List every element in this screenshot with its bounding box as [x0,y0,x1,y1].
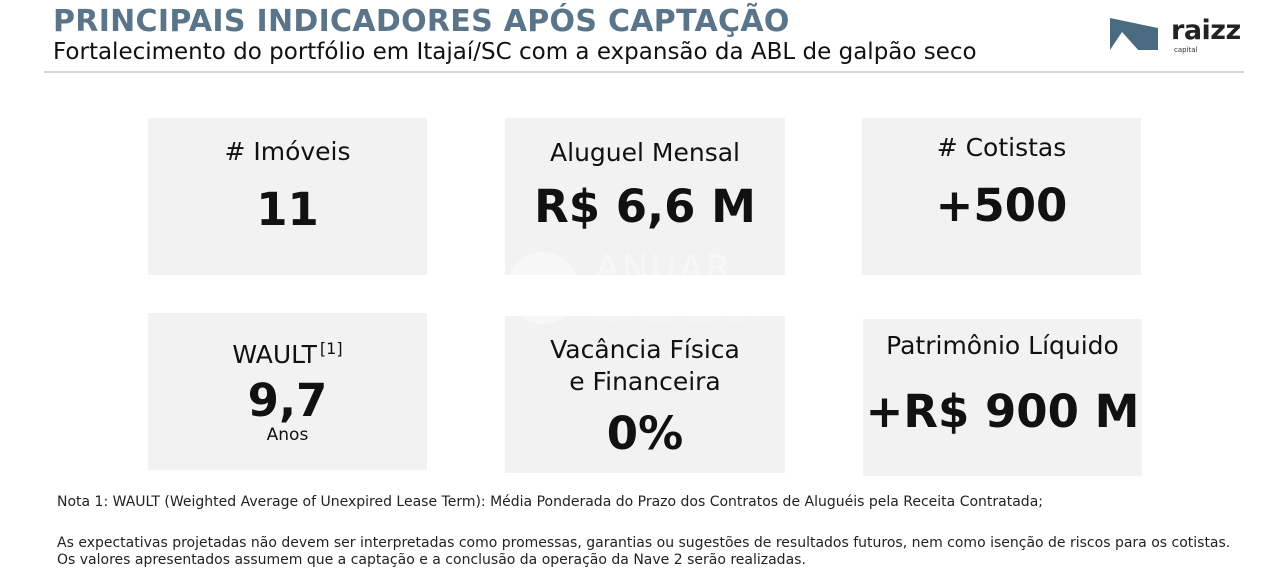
indicator-value: 0% [606,407,684,460]
logo-subtext: capital [1174,46,1198,54]
indicator-label: # Imóveis [224,137,351,166]
indicator-card-vacancia: Vacância Física e Financeira 0% [505,316,785,473]
logo-wordmark: raizz [1171,15,1241,46]
indicator-value: +R$ 900 M [865,385,1140,438]
indicator-card-imoveis: # Imóveis 11 [148,118,427,275]
footnote-1: Nota 1: WAULT (Weighted Average of Unexp… [57,494,1043,510]
indicator-card-aluguel-mensal: Aluguel Mensal R$ 6,6 M [505,118,785,275]
indicator-value: R$ 6,6 M [534,180,756,233]
indicator-value: +500 [935,179,1068,232]
indicator-label: # Cotistas [936,133,1067,162]
footnote-reference: [1] [319,339,343,358]
indicator-value: 9,7 [247,374,328,427]
disclaimer: As expectativas projetadas não devem ser… [57,535,1231,568]
page-title: PRINCIPAIS INDICADORES APÓS CAPTAÇÃO [53,4,790,39]
indicator-card-patrimonio-liquido: Patrimônio Líquido +R$ 900 M [863,319,1142,476]
indicator-label: Aluguel Mensal [550,138,740,167]
indicator-card-cotistas: # Cotistas +500 [862,118,1141,275]
indicator-label-line2: e Financeira [569,367,721,396]
raizz-logo-icon [1110,18,1158,50]
indicator-label-line1: Vacância Física [550,335,740,364]
indicator-unit: Anos [266,425,309,445]
raizz-logo: raizz capital [1108,15,1248,59]
indicator-label-text: WAULT [232,340,317,369]
indicator-label: Patrimônio Líquido [886,331,1119,360]
indicator-card-wault: WAULT [1] 9,7 Anos [148,313,427,470]
indicator-value: 11 [256,183,319,236]
page-subtitle: Fortalecimento do portfólio em Itajaí/SC… [53,39,977,65]
indicator-label: WAULT [1] [148,333,427,371]
header-divider [44,71,1244,73]
